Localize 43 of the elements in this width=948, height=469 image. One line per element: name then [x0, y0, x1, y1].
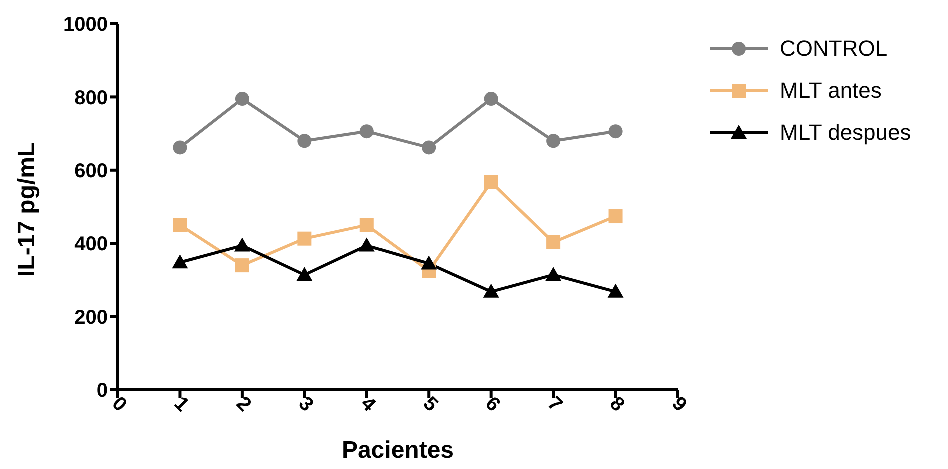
y-tick-label: 1000 — [64, 14, 108, 36]
point — [422, 140, 436, 155]
x-tick-label: 9 — [668, 392, 692, 416]
point — [484, 92, 498, 106]
y-tick-label: 200 — [74, 306, 108, 329]
point — [546, 267, 562, 282]
point — [483, 284, 500, 298]
y-tick-label: 800 — [74, 87, 108, 110]
x-tick-label: 1 — [170, 392, 194, 416]
y-tick-label: 400 — [74, 234, 108, 256]
y-tick-label: 600 — [74, 160, 108, 182]
point — [546, 134, 561, 148]
x-axis-title: Pacientes — [342, 437, 454, 464]
point — [235, 92, 250, 106]
point — [608, 284, 624, 298]
point — [298, 134, 312, 148]
y-axis-title: IL-17 pg/mL — [14, 142, 41, 277]
point — [360, 218, 374, 232]
point — [296, 267, 313, 282]
point — [421, 256, 438, 270]
x-tick-label: 8 — [605, 392, 629, 416]
point — [484, 175, 498, 190]
legend-label: MLT antes — [780, 78, 882, 104]
x-tick-label: 4 — [356, 392, 381, 417]
x-tick-label: 6 — [481, 392, 504, 416]
legend-label: MLT despues — [780, 120, 912, 146]
legend-label: CONTROL — [780, 36, 888, 62]
point — [546, 236, 561, 250]
point — [234, 238, 250, 252]
x-tick-label: 3 — [294, 392, 318, 416]
x-tick-label: 5 — [418, 392, 442, 416]
x-tick-label: 0 — [108, 392, 132, 416]
x-tick-label: 7 — [543, 392, 567, 416]
point — [235, 258, 250, 273]
point — [358, 238, 375, 252]
point — [608, 210, 623, 224]
point — [298, 232, 312, 246]
point — [608, 124, 623, 139]
point — [173, 218, 188, 232]
point — [173, 140, 188, 155]
x-tick-label: 2 — [232, 392, 256, 416]
point — [360, 124, 374, 139]
point — [172, 254, 188, 269]
